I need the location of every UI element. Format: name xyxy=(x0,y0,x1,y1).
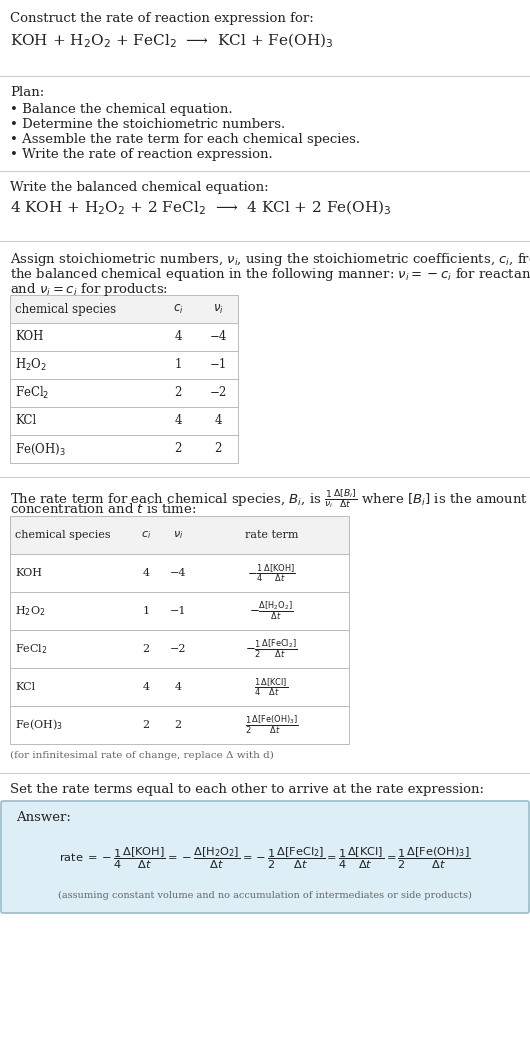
Text: −2: −2 xyxy=(170,644,186,654)
Text: −1: −1 xyxy=(170,606,186,616)
FancyBboxPatch shape xyxy=(1,801,529,913)
Text: the balanced chemical equation in the following manner: $\nu_i = -c_i$ for react: the balanced chemical equation in the fo… xyxy=(10,266,530,283)
Text: $\frac{1}{2}\frac{\Delta[\mathrm{Fe(OH)_3}]}{\Delta t}$: $\frac{1}{2}\frac{\Delta[\mathrm{Fe(OH)_… xyxy=(245,714,298,737)
Text: • Write the rate of reaction expression.: • Write the rate of reaction expression. xyxy=(10,148,273,162)
Text: • Balance the chemical equation.: • Balance the chemical equation. xyxy=(10,103,233,116)
Text: Assign stoichiometric numbers, $\nu_i$, using the stoichiometric coefficients, $: Assign stoichiometric numbers, $\nu_i$, … xyxy=(10,251,530,268)
Text: $\nu_i$: $\nu_i$ xyxy=(173,529,183,541)
Bar xyxy=(10,668,349,706)
Text: Plan:: Plan: xyxy=(10,86,44,99)
Text: KCl: KCl xyxy=(15,683,35,692)
Text: 4: 4 xyxy=(174,415,182,427)
Text: KCl: KCl xyxy=(15,415,36,427)
Text: KOH: KOH xyxy=(15,330,43,344)
Text: 1: 1 xyxy=(143,606,149,616)
Text: 2: 2 xyxy=(143,720,149,730)
Bar xyxy=(10,592,349,630)
Text: 2: 2 xyxy=(174,443,182,455)
Text: $\frac{1}{4}\frac{\Delta[\mathrm{KCl}]}{\Delta t}$: $\frac{1}{4}\frac{\Delta[\mathrm{KCl}]}{… xyxy=(254,676,289,698)
Text: 4: 4 xyxy=(143,568,149,578)
Text: 4: 4 xyxy=(143,683,149,692)
Text: and $\nu_i = c_i$ for products:: and $\nu_i = c_i$ for products: xyxy=(10,281,168,298)
Text: 2: 2 xyxy=(214,443,222,455)
Text: Answer:: Answer: xyxy=(16,811,71,824)
Text: $-\frac{1}{2}\frac{\Delta[\mathrm{FeCl_2}]}{\Delta t}$: $-\frac{1}{2}\frac{\Delta[\mathrm{FeCl_2… xyxy=(245,638,298,661)
Text: 2: 2 xyxy=(174,387,182,399)
Text: H$_2$O$_2$: H$_2$O$_2$ xyxy=(15,357,47,373)
Text: • Assemble the rate term for each chemical species.: • Assemble the rate term for each chemic… xyxy=(10,133,360,146)
Text: 2: 2 xyxy=(143,644,149,654)
Text: (for infinitesimal rate of change, replace Δ with d): (for infinitesimal rate of change, repla… xyxy=(10,751,274,760)
Bar xyxy=(10,516,349,554)
Text: FeCl$_2$: FeCl$_2$ xyxy=(15,642,48,655)
Text: The rate term for each chemical species, $B_i$, is $\frac{1}{\nu_i}\frac{\Delta[: The rate term for each chemical species,… xyxy=(10,487,528,510)
Text: Fe(OH)$_3$: Fe(OH)$_3$ xyxy=(15,718,63,733)
Text: Fe(OH)$_3$: Fe(OH)$_3$ xyxy=(15,442,66,456)
Text: $c_i$: $c_i$ xyxy=(141,529,151,541)
Bar xyxy=(10,323,238,351)
Text: −4: −4 xyxy=(170,568,186,578)
Bar xyxy=(10,351,238,379)
Text: 4: 4 xyxy=(174,683,182,692)
Bar xyxy=(10,295,238,323)
Text: FeCl$_2$: FeCl$_2$ xyxy=(15,384,49,401)
Text: −1: −1 xyxy=(209,358,227,372)
Text: • Determine the stoichiometric numbers.: • Determine the stoichiometric numbers. xyxy=(10,118,285,131)
Text: Construct the rate of reaction expression for:: Construct the rate of reaction expressio… xyxy=(10,13,314,25)
Text: 4 KOH + H$_2$O$_2$ + 2 FeCl$_2$  ⟶  4 KCl + 2 Fe(OH)$_3$: 4 KOH + H$_2$O$_2$ + 2 FeCl$_2$ ⟶ 4 KCl … xyxy=(10,199,392,218)
Text: $-\frac{1}{4}\frac{\Delta[\mathrm{KOH}]}{\Delta t}$: $-\frac{1}{4}\frac{\Delta[\mathrm{KOH}]}… xyxy=(247,562,296,584)
Text: −4: −4 xyxy=(209,330,227,344)
Bar xyxy=(10,706,349,744)
Text: rate $= -\dfrac{1}{4}\dfrac{\Delta[\mathrm{KOH}]}{\Delta t} = -\dfrac{\Delta[\ma: rate $= -\dfrac{1}{4}\dfrac{\Delta[\math… xyxy=(59,845,471,870)
Text: (assuming constant volume and no accumulation of intermediates or side products): (assuming constant volume and no accumul… xyxy=(58,891,472,900)
Text: rate term: rate term xyxy=(245,530,298,540)
Bar xyxy=(10,630,349,668)
Text: 2: 2 xyxy=(174,720,182,730)
Bar xyxy=(10,554,349,592)
Text: Set the rate terms equal to each other to arrive at the rate expression:: Set the rate terms equal to each other t… xyxy=(10,783,484,796)
Text: KOH: KOH xyxy=(15,568,42,578)
Text: concentration and $t$ is time:: concentration and $t$ is time: xyxy=(10,502,197,516)
Text: $-\frac{\Delta[\mathrm{H_2O_2}]}{\Delta t}$: $-\frac{\Delta[\mathrm{H_2O_2}]}{\Delta … xyxy=(249,600,294,622)
Text: 4: 4 xyxy=(214,415,222,427)
Text: chemical species: chemical species xyxy=(15,302,116,316)
Text: KOH + H$_2$O$_2$ + FeCl$_2$  ⟶  KCl + Fe(OH)$_3$: KOH + H$_2$O$_2$ + FeCl$_2$ ⟶ KCl + Fe(O… xyxy=(10,32,333,50)
Text: $c_i$: $c_i$ xyxy=(173,302,183,316)
Text: chemical species: chemical species xyxy=(15,530,111,540)
Bar xyxy=(10,379,238,407)
Text: 4: 4 xyxy=(174,330,182,344)
Bar xyxy=(10,435,238,463)
Text: Write the balanced chemical equation:: Write the balanced chemical equation: xyxy=(10,181,269,194)
Text: 1: 1 xyxy=(174,358,182,372)
Text: $\nu_i$: $\nu_i$ xyxy=(213,302,224,316)
Text: −2: −2 xyxy=(209,387,227,399)
Bar xyxy=(10,407,238,435)
Text: H$_2$O$_2$: H$_2$O$_2$ xyxy=(15,604,46,618)
